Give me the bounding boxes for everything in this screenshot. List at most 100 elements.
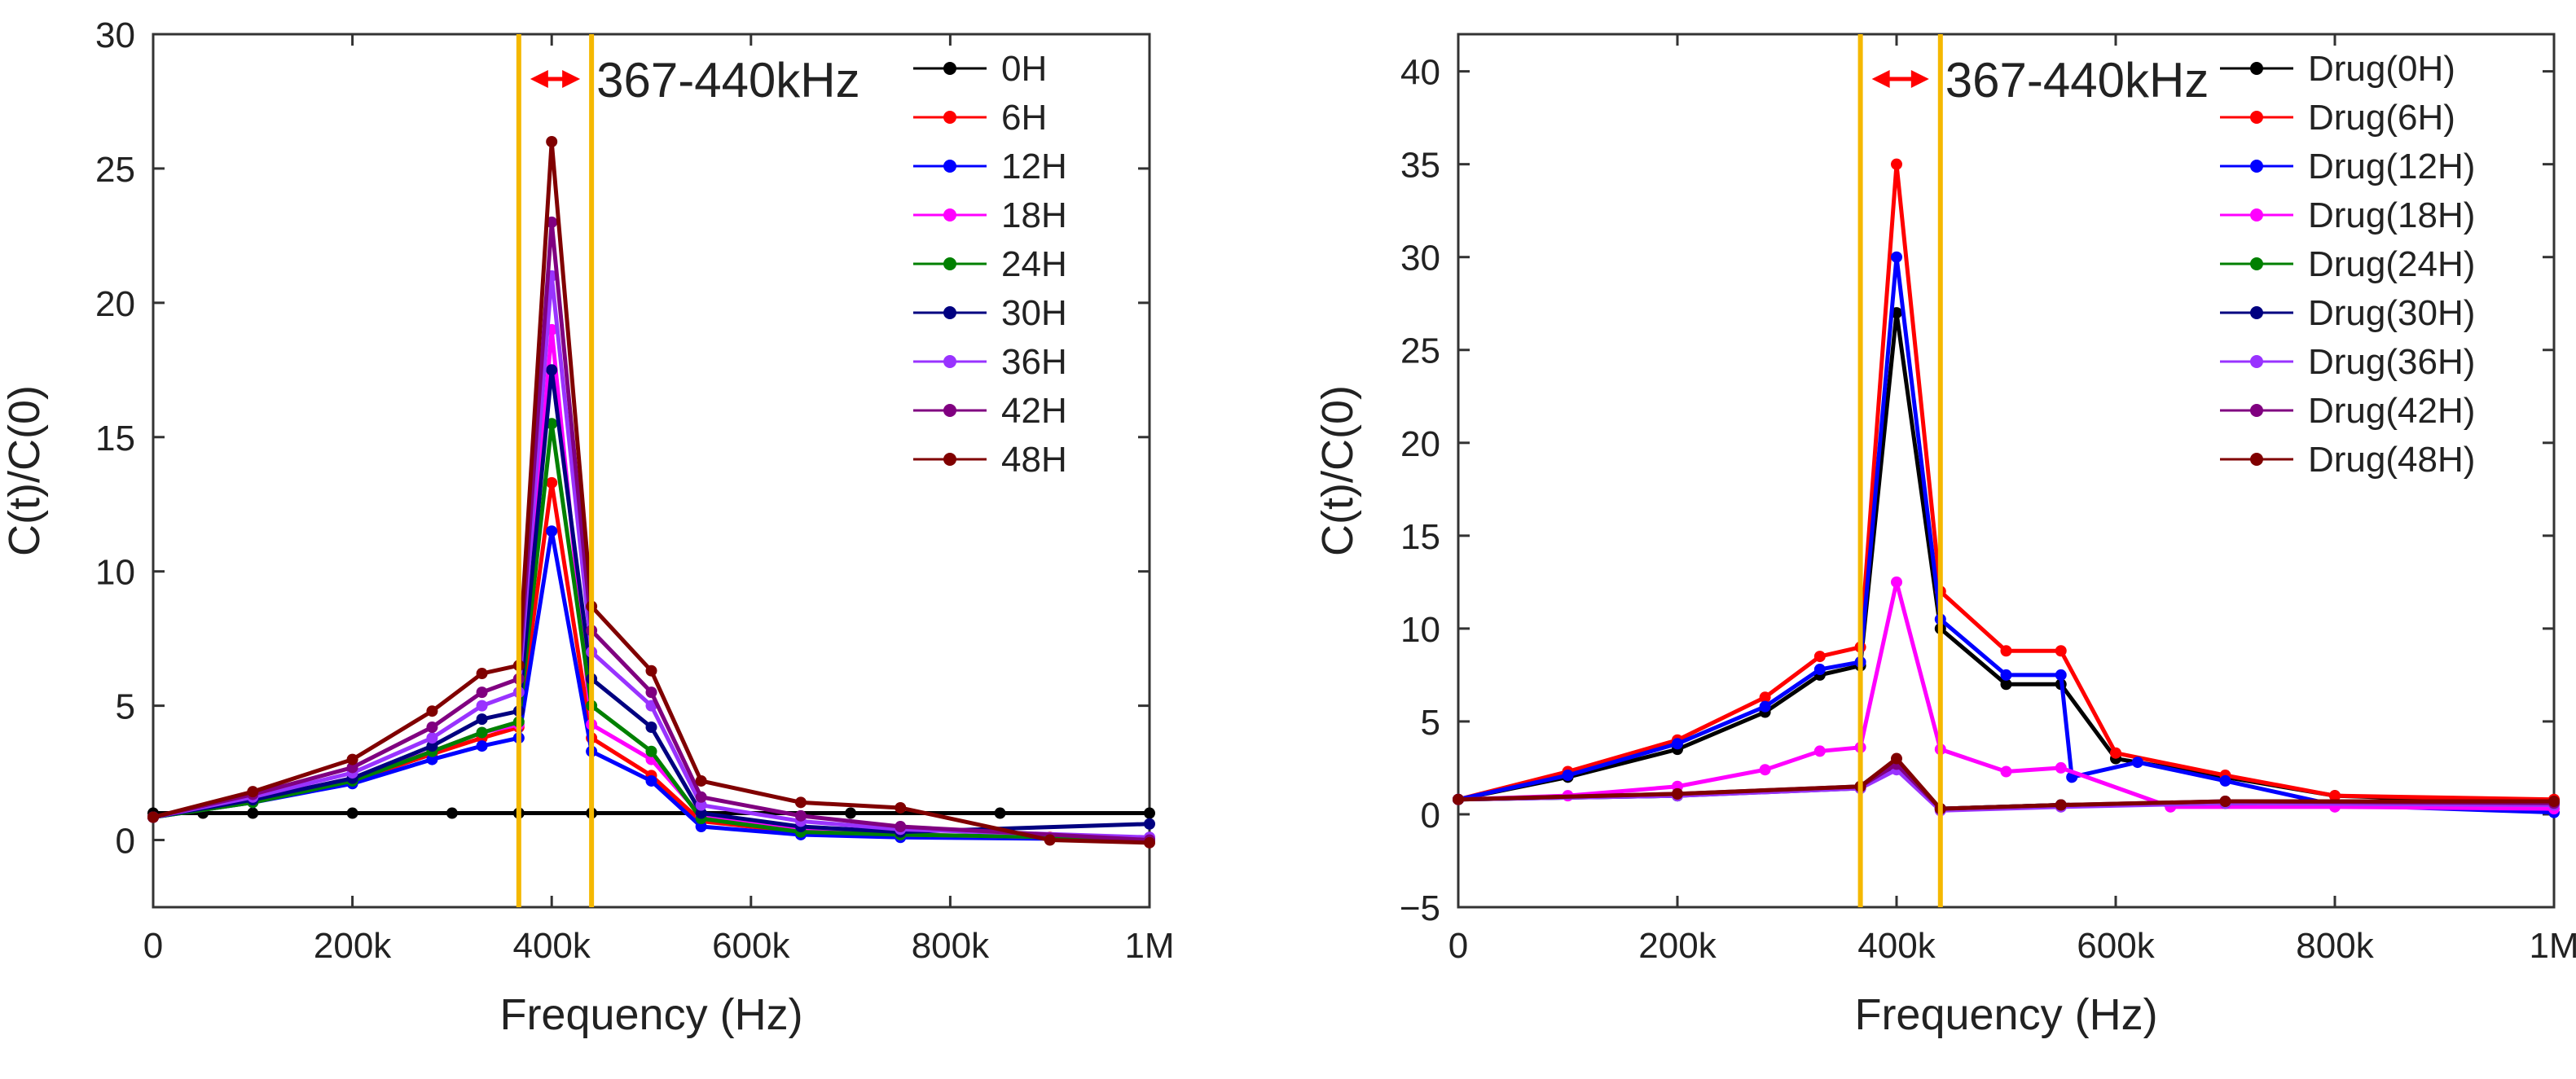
left-data-point: [476, 686, 488, 699]
left-data-point: [645, 745, 657, 757]
left-y-tick-label: 20: [95, 284, 135, 324]
left-data-point: [476, 713, 488, 726]
right-data-point: [1759, 764, 1771, 776]
left-data-point: [1144, 807, 1155, 819]
right-data-point: [2548, 795, 2560, 807]
right-legend-item: Drug(36H): [2220, 342, 2475, 382]
right-legend-label: Drug(18H): [2308, 195, 2475, 235]
right-legend-item: Drug(42H): [2220, 391, 2475, 431]
right-y-tick-label: −5: [1400, 888, 1440, 928]
left-data-point: [695, 774, 707, 787]
right-x-tick-label: 0: [1448, 926, 1468, 966]
left-legend-marker: [943, 404, 956, 417]
right-legend-marker: [2250, 208, 2263, 222]
left-series-0: [147, 807, 1155, 819]
right-data-point: [2055, 669, 2067, 681]
right-series-line: [1457, 257, 2555, 815]
right-legend-marker: [2250, 306, 2263, 319]
left-y-tick-label: 25: [95, 150, 135, 190]
left-series-line: [152, 530, 1150, 843]
right-y-tick-label: 15: [1400, 517, 1440, 557]
left-data-point: [645, 774, 657, 787]
right-x-tick-label: 1M: [2529, 926, 2576, 966]
left-y-tick-label: 15: [95, 419, 135, 458]
right-series-2: [1453, 251, 2560, 818]
right-legend-label: Drug(30H): [2308, 293, 2475, 333]
left-data-point: [895, 821, 907, 833]
left-data-point: [446, 807, 458, 819]
right-legend-item: Drug(48H): [2220, 440, 2475, 480]
left-data-point: [476, 700, 488, 712]
right-plot-frame: [1457, 33, 2556, 909]
left-data-point: [845, 807, 857, 819]
right-data-point: [1453, 793, 1464, 805]
left-legend-item: 30H: [913, 293, 1067, 333]
right-data-point: [2000, 669, 2012, 681]
left-data-point: [476, 726, 488, 739]
left-data-point: [1144, 818, 1155, 830]
left-legend-label: 48H: [1001, 440, 1067, 480]
right-data-point: [2000, 678, 2012, 691]
right-data-point: [2055, 799, 2067, 811]
left-data-point: [247, 807, 259, 819]
left-data-point: [426, 722, 438, 734]
right-y-axis-label: C(t)/C(0): [1313, 385, 1362, 556]
left-plot-frame: [152, 33, 1151, 909]
right-legend-label: Drug(42H): [2308, 391, 2475, 431]
right-legend-label: Drug(6H): [2308, 98, 2455, 138]
left-band-arrow-head-left: [530, 70, 548, 88]
left-legend-marker: [943, 257, 956, 270]
left-data-point: [994, 807, 1006, 819]
left-legend-item: 12H: [913, 147, 1067, 186]
left-legend-item: 6H: [913, 98, 1047, 138]
left-data-point: [476, 668, 488, 680]
right-series-3: [1453, 576, 2560, 815]
right-legend-label: Drug(48H): [2308, 440, 2475, 480]
right-y-tick-label: 40: [1400, 53, 1440, 93]
right-x-tick-label: 800k: [2296, 926, 2374, 966]
right-data-point: [1891, 576, 1902, 588]
right-x-tick-label: 200k: [1638, 926, 1717, 966]
left-data-point: [346, 753, 358, 765]
left-legend-label: 42H: [1001, 391, 1067, 431]
left-data-point: [895, 801, 907, 814]
right-data-point: [2000, 645, 2012, 657]
left-x-tick-label: 800k: [912, 926, 990, 966]
right-y-tick-label: 10: [1400, 610, 1440, 650]
right-x-axis-label: Frequency (Hz): [1854, 990, 2157, 1039]
left-legend-label: 12H: [1001, 147, 1067, 186]
left-series-2: [147, 525, 1155, 846]
left-data-point: [645, 722, 657, 734]
left-legend-item: 18H: [913, 195, 1067, 235]
left-x-axis-label: Frequency (Hz): [499, 990, 802, 1039]
right-data-point: [2219, 774, 2231, 787]
left-legend-marker: [943, 208, 956, 222]
right-data-point: [1813, 664, 1826, 676]
left-chart: 0 200k 400k 600k 800k 1M 0 5 10 15 20 25 30 0H 6H 12H 18…: [0, 15, 1175, 1039]
right-data-point: [2329, 790, 2341, 802]
right-band-arrow-head-right: [1910, 70, 1929, 88]
left-x-tick-label: 200k: [314, 926, 392, 966]
left-y-tick-label: 10: [95, 553, 135, 593]
right-legend-item: Drug(0H): [2220, 49, 2455, 89]
left-y-tick-label: 5: [116, 687, 135, 727]
right-y-tick-label: 20: [1400, 424, 1440, 464]
right-legend-marker: [2250, 160, 2263, 173]
left-x-tick-label: 400k: [512, 926, 591, 966]
left-data-point: [645, 686, 657, 699]
left-series-line: [152, 141, 1150, 845]
right-data-point: [1891, 158, 1902, 170]
right-legend-label: Drug(12H): [2308, 147, 2475, 186]
right-legend-label: Drug(0H): [2308, 49, 2455, 89]
left-data-point: [695, 791, 707, 803]
left-data-point: [1044, 834, 1056, 846]
left-data-point: [546, 135, 558, 147]
right-data-point: [2055, 645, 2067, 657]
right-y-tick-label: 0: [1421, 796, 1440, 836]
left-legend-item: 36H: [913, 342, 1067, 382]
right-legend-item: Drug(30H): [2220, 293, 2475, 333]
right-data-point: [2131, 757, 2143, 769]
left-data-point: [1144, 836, 1155, 849]
